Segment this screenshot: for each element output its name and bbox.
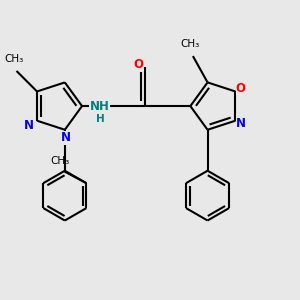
Text: CH₃: CH₃	[180, 39, 200, 49]
Text: N: N	[61, 131, 71, 144]
Text: H: H	[95, 114, 104, 124]
Text: O: O	[236, 82, 246, 95]
Text: NH: NH	[90, 100, 110, 112]
Text: CH₃: CH₃	[50, 156, 70, 166]
Text: CH₃: CH₃	[4, 54, 23, 64]
Text: O: O	[134, 58, 144, 71]
Text: N: N	[236, 117, 246, 130]
Text: N: N	[24, 118, 34, 132]
